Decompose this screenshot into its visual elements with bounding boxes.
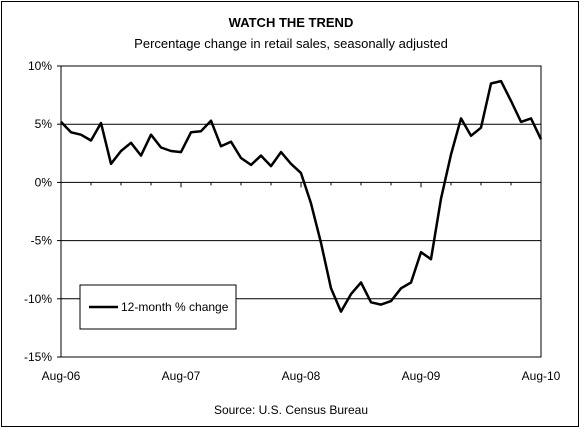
series-line-12-month-change [60,79,543,313]
y-tick-label: -5% [31,234,53,248]
x-tick-labels: Aug-06 Aug-07 Aug-08 Aug-09 Aug-10 [42,369,561,383]
x-tick-label: Aug-07 [162,369,201,383]
y-tick-labels: 10% 5% 0% -5% -10% -15% [24,59,52,364]
y-tick-label: 10% [28,59,52,73]
y-tick-label: 0% [35,175,53,189]
x-tick-label: Aug-06 [42,369,81,383]
y-tick-label: -15% [24,350,52,364]
y-tick-label: -10% [24,292,52,306]
x-tick-label: Aug-08 [282,369,321,383]
legend-label: 12-month % change [121,300,229,314]
plot-area-border [60,65,542,358]
chart-subtitle: Percentage change in retail sales, seaso… [134,36,448,51]
chart-source: Source: U.S. Census Bureau [213,403,369,417]
axes [57,65,542,358]
series-layer [60,79,543,313]
grid-lines [61,123,541,300]
x-tick-label: Aug-10 [522,369,561,383]
chart-title: WATCH THE TREND [228,15,354,30]
y-tick-label: 5% [35,117,53,131]
legend: 12-month % change [79,284,237,330]
x-tick-label: Aug-09 [402,369,441,383]
